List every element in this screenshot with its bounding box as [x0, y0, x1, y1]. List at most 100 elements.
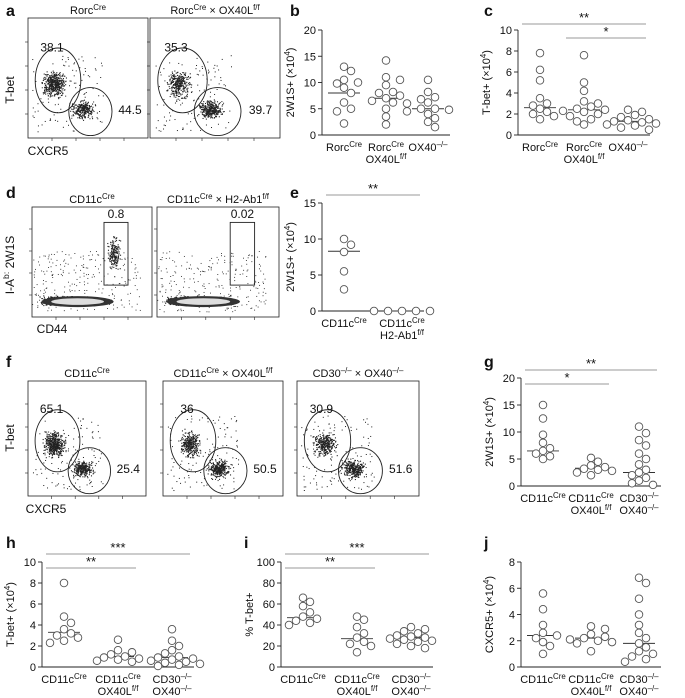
y-tick-label: 2: [509, 636, 515, 648]
data-point: [586, 622, 596, 631]
data-point: [593, 109, 603, 119]
data-point: [352, 633, 362, 642]
data-point: [339, 98, 349, 107]
flow-plot: RorcCre × OX40Lf/f 35.3 39.7: [147, 3, 281, 141]
data-point: [106, 650, 116, 659]
data-point: [627, 479, 637, 488]
data-point: [535, 114, 545, 124]
data-point: [538, 589, 548, 598]
flow-plot-title: CD11cCre: [64, 366, 110, 381]
x-category-label: CD11cCre: [321, 316, 367, 331]
data-point: [113, 655, 123, 664]
data-point: [369, 306, 379, 316]
y-tick-label: 20: [304, 25, 316, 37]
x-category-label: RorcCre: [326, 140, 363, 155]
y-axis-label: 2W1S+ (×104): [482, 397, 497, 467]
data-point: [352, 648, 362, 657]
data-point: [127, 657, 137, 667]
gate-pct-tfh: 39.7: [249, 103, 273, 117]
data-point: [399, 635, 409, 644]
significance-label: **: [325, 554, 335, 569]
y-tick-label: 80: [263, 578, 275, 590]
x-category-label: OX40–/–: [608, 140, 648, 155]
y-tick-label: 100: [257, 557, 275, 569]
gate-pct-tfh: 51.6: [389, 462, 413, 476]
y-tick-label: 0: [30, 662, 36, 674]
panel-letter-b: b: [290, 3, 300, 20]
x-category-label: OX40Lf/f: [366, 152, 408, 167]
significance-label: *: [603, 24, 608, 39]
y-tick-label: 8: [506, 46, 512, 58]
data-point: [352, 622, 362, 632]
gate-pct: 0.8: [108, 207, 125, 221]
data-point: [416, 95, 426, 104]
panel-letter-j: j: [483, 535, 488, 552]
data-point: [402, 107, 412, 116]
data-point: [538, 400, 548, 410]
significance-label: ***: [349, 540, 364, 555]
data-point: [565, 111, 575, 121]
data-point: [346, 240, 356, 250]
significance-label: ***: [110, 540, 125, 555]
y-tick-label: 10: [500, 25, 512, 37]
y-tick-label: 2: [506, 109, 512, 121]
flow-plot: CD11cCre × H2-Ab1f/f0.02: [154, 192, 280, 320]
data-point: [586, 114, 596, 124]
flow-plot: CD11cCre 65.1 25.4: [25, 366, 147, 499]
data-point: [113, 635, 123, 644]
data-point: [430, 122, 440, 132]
y-axis-label: 2W1S+ (×104): [283, 222, 298, 292]
flow-plot-title: RorcCre: [70, 3, 107, 18]
data-point: [160, 658, 170, 668]
y-tick-label: 15: [304, 198, 316, 210]
panel-letter-i: i: [244, 535, 248, 552]
data-point: [305, 597, 315, 607]
significance-label: **: [86, 554, 96, 569]
data-point: [413, 629, 423, 638]
data-point: [385, 634, 395, 643]
data-point: [427, 636, 437, 646]
data-point: [641, 633, 651, 643]
data-point: [339, 75, 349, 85]
flow-ylabel: T-bet: [3, 424, 17, 452]
data-point: [113, 645, 123, 655]
flow-plot-title: RorcCre × OX40Lf/f: [170, 3, 260, 18]
data-point: [538, 454, 548, 464]
data-point: [425, 306, 435, 316]
data-point: [59, 636, 69, 646]
data-point: [627, 652, 637, 661]
panel-letter-d: d: [6, 185, 16, 202]
x-category-label: CD11cCre: [334, 672, 380, 687]
gate-tfh: [67, 447, 112, 495]
data-point: [402, 99, 412, 108]
data-point: [545, 443, 555, 453]
data-point: [634, 573, 644, 583]
x-category-label: OX40–/–: [619, 684, 659, 698]
flow-plot-title: CD30–/– × OX40–/–: [313, 366, 404, 381]
x-category-label: OX40Lf/f: [98, 684, 140, 698]
data-point: [634, 628, 644, 638]
gate-pct-th1: 30.9: [310, 402, 334, 416]
data-point: [586, 629, 596, 639]
data-point: [298, 601, 308, 611]
gate-pct-th1: 38.1: [40, 41, 64, 55]
y-tick-label: 2: [30, 641, 36, 653]
y-tick-label: 5: [310, 104, 316, 116]
y-tick-label: 0: [509, 662, 515, 674]
panel-letter-a: a: [6, 3, 15, 20]
flow-events: [155, 55, 233, 132]
y-tick-label: 6: [30, 599, 36, 611]
data-point: [607, 637, 617, 647]
data-point: [634, 639, 644, 648]
y-tick-label: 15: [503, 400, 515, 412]
x-category-label: CD11cCre: [95, 672, 141, 687]
gate-pct: 0.02: [231, 207, 255, 221]
data-point: [395, 91, 405, 100]
data-point: [579, 107, 589, 117]
data-point: [45, 638, 55, 648]
